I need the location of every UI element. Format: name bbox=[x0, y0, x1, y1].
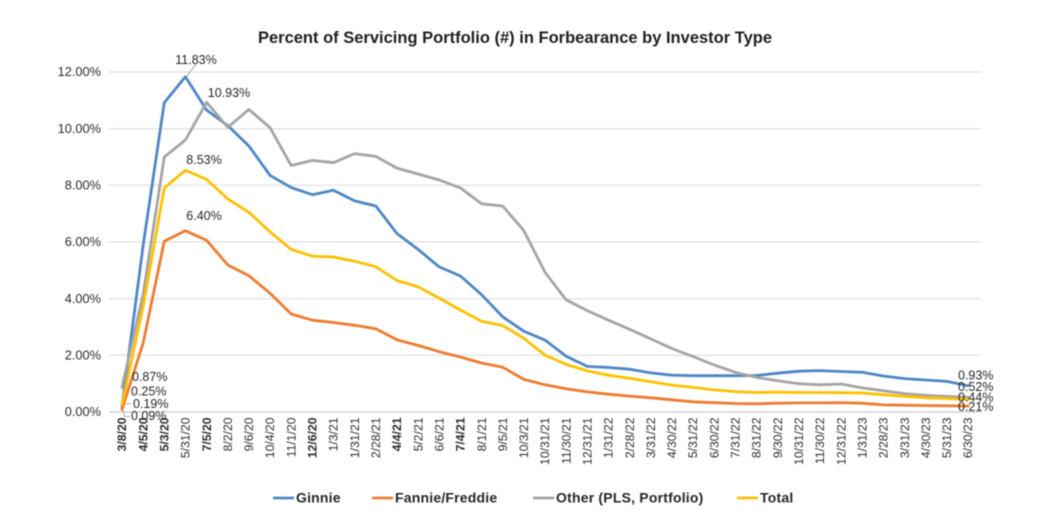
svg-text:8.53%: 8.53% bbox=[186, 153, 221, 167]
svg-text:6.00%: 6.00% bbox=[65, 234, 101, 249]
svg-text:12/31/21: 12/31/21 bbox=[581, 417, 595, 465]
svg-text:4/30/23: 4/30/23 bbox=[919, 417, 933, 458]
svg-text:5/31/22: 5/31/22 bbox=[686, 417, 700, 458]
svg-text:10.93%: 10.93% bbox=[208, 86, 250, 100]
svg-text:10/31/21: 10/31/21 bbox=[538, 417, 552, 465]
svg-text:Other (PLS, Portfolio): Other (PLS, Portfolio) bbox=[556, 490, 704, 506]
svg-text:4/5/20: 4/5/20 bbox=[136, 417, 150, 451]
svg-text:Total: Total bbox=[760, 490, 793, 506]
svg-text:10/3/21: 10/3/21 bbox=[517, 417, 531, 458]
svg-text:0.21%: 0.21% bbox=[958, 400, 993, 414]
svg-text:8/2/20: 8/2/20 bbox=[221, 417, 235, 451]
svg-text:5/3/20: 5/3/20 bbox=[158, 417, 172, 451]
svg-text:0.09%: 0.09% bbox=[131, 409, 166, 423]
svg-text:Percent of Servicing Portfolio: Percent of Servicing Portfolio (#) in Fo… bbox=[258, 29, 772, 47]
svg-text:1/31/21: 1/31/21 bbox=[348, 417, 362, 458]
svg-text:1/31/22: 1/31/22 bbox=[602, 417, 616, 458]
svg-text:0.52%: 0.52% bbox=[958, 380, 993, 394]
svg-text:9/30/22: 9/30/22 bbox=[771, 417, 785, 458]
svg-text:0.25%: 0.25% bbox=[131, 385, 166, 399]
svg-text:0.19%: 0.19% bbox=[133, 397, 168, 411]
svg-text:11/30/22: 11/30/22 bbox=[813, 417, 827, 464]
svg-text:4/30/22: 4/30/22 bbox=[665, 417, 679, 458]
svg-text:1/31/23: 1/31/23 bbox=[856, 417, 870, 458]
svg-text:9/5/21: 9/5/21 bbox=[496, 417, 510, 451]
svg-text:8/1/21: 8/1/21 bbox=[475, 417, 489, 451]
svg-text:0.87%: 0.87% bbox=[132, 370, 167, 384]
svg-text:11.83%: 11.83% bbox=[175, 53, 216, 67]
svg-text:2/28/22: 2/28/22 bbox=[623, 417, 637, 458]
svg-text:3/31/22: 3/31/22 bbox=[644, 417, 658, 458]
svg-text:0.44%: 0.44% bbox=[958, 391, 993, 405]
svg-text:0.93%: 0.93% bbox=[958, 369, 993, 383]
svg-text:5/2/21: 5/2/21 bbox=[411, 417, 425, 451]
svg-text:4.00%: 4.00% bbox=[65, 291, 101, 306]
svg-text:Ginnie: Ginnie bbox=[296, 490, 341, 506]
svg-text:2/28/21: 2/28/21 bbox=[369, 417, 383, 458]
svg-text:8/31/22: 8/31/22 bbox=[750, 417, 764, 458]
svg-text:10/31/22: 10/31/22 bbox=[792, 417, 806, 465]
svg-text:7/4/21: 7/4/21 bbox=[454, 417, 468, 451]
svg-text:8.00%: 8.00% bbox=[65, 178, 101, 193]
svg-text:6/30/23: 6/30/23 bbox=[961, 417, 975, 458]
svg-text:7/31/22: 7/31/22 bbox=[729, 417, 743, 458]
svg-text:1/3/21: 1/3/21 bbox=[327, 417, 341, 451]
svg-text:3/31/23: 3/31/23 bbox=[898, 417, 912, 458]
svg-text:12.00%: 12.00% bbox=[58, 64, 101, 79]
svg-text:9/6/20: 9/6/20 bbox=[242, 417, 256, 451]
svg-text:2.00%: 2.00% bbox=[65, 348, 101, 363]
svg-text:11/30/21: 11/30/21 bbox=[559, 417, 573, 464]
svg-text:10.00%: 10.00% bbox=[58, 121, 101, 136]
svg-text:Fannie/Freddie: Fannie/Freddie bbox=[395, 490, 497, 506]
svg-text:10/4/20: 10/4/20 bbox=[263, 417, 277, 458]
svg-text:6.40%: 6.40% bbox=[186, 209, 221, 223]
svg-text:7/5/20: 7/5/20 bbox=[200, 417, 214, 451]
svg-text:12/6/20: 12/6/20 bbox=[306, 417, 320, 458]
svg-text:5/31/20: 5/31/20 bbox=[179, 417, 193, 458]
svg-text:2/28/23: 2/28/23 bbox=[877, 417, 891, 458]
svg-text:4/4/21: 4/4/21 bbox=[390, 417, 404, 451]
svg-text:11/1/20: 11/1/20 bbox=[284, 417, 298, 457]
svg-text:0.00%: 0.00% bbox=[65, 404, 101, 419]
svg-text:6/6/21: 6/6/21 bbox=[432, 417, 446, 451]
svg-text:6/30/22: 6/30/22 bbox=[707, 417, 721, 458]
svg-text:5/31/23: 5/31/23 bbox=[940, 417, 954, 458]
svg-text:3/8/20: 3/8/20 bbox=[115, 417, 129, 451]
svg-text:12/31/22: 12/31/22 bbox=[834, 417, 848, 465]
